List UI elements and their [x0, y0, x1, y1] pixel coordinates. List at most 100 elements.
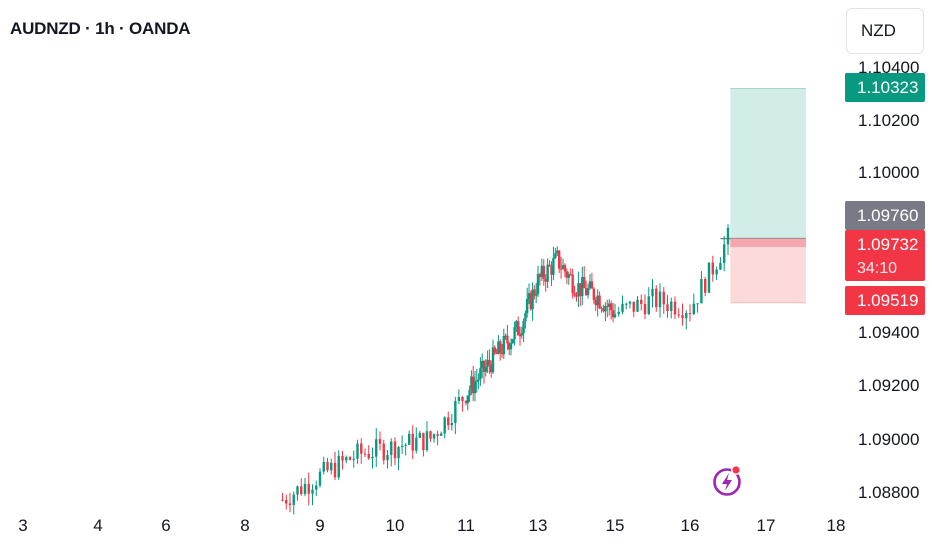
- stop-loss-badge[interactable]: 1.09519: [845, 286, 925, 315]
- bar-countdown: 34:10: [857, 260, 898, 277]
- candle-body: [542, 265, 545, 279]
- candle-body: [461, 396, 464, 402]
- candle-body: [567, 274, 570, 278]
- y-tick-label: 1.09000: [858, 430, 920, 449]
- candle-body: [575, 295, 578, 297]
- candle-body: [552, 258, 555, 275]
- candle-body: [322, 461, 325, 472]
- candle-body: [466, 395, 469, 404]
- candle-body: [677, 314, 680, 316]
- candle-body: [348, 457, 352, 460]
- candle-body: [450, 423, 453, 426]
- candle-body: [363, 453, 367, 455]
- candle-body: [533, 289, 536, 296]
- candle-body: [535, 293, 538, 296]
- candle-body: [356, 443, 359, 459]
- candle-body: [473, 381, 477, 394]
- stop-loss-price: 1.09519: [857, 291, 919, 310]
- candle-body: [303, 483, 307, 495]
- candle-body: [390, 441, 393, 455]
- candle-body: [632, 301, 635, 312]
- candle-body: [563, 265, 567, 272]
- candle-body: [497, 341, 500, 354]
- candle-body: [491, 347, 495, 373]
- candle-body: [658, 291, 662, 308]
- candle-body: [723, 244, 726, 263]
- candle-body: [573, 293, 576, 296]
- candle-body: [529, 293, 532, 310]
- candle-body: [415, 437, 418, 451]
- candle-body: [640, 299, 643, 304]
- candle-body: [499, 341, 502, 353]
- candle-body: [604, 305, 607, 312]
- candle-body: [502, 335, 505, 355]
- take-profit-zone: [730, 88, 806, 239]
- candle-body: [559, 268, 563, 270]
- candle-body: [500, 352, 504, 355]
- candle-body: [411, 433, 414, 451]
- candle-body: [696, 303, 699, 305]
- candle-body: [536, 274, 540, 294]
- candle-body: [464, 401, 468, 404]
- candle-body: [429, 431, 432, 439]
- candle-body: [333, 462, 337, 478]
- candle-body: [330, 462, 333, 471]
- candle-body: [477, 379, 480, 381]
- candle-body: [655, 288, 658, 308]
- x-tick-label: 3: [18, 516, 28, 535]
- candle-body: [509, 343, 513, 350]
- x-tick-label: 10: [385, 516, 405, 535]
- candle-body: [422, 432, 425, 451]
- candle-body: [504, 335, 507, 337]
- candle-body: [692, 303, 695, 315]
- candle-body: [397, 447, 400, 459]
- y-tick-label: 1.10400: [858, 58, 920, 77]
- take-profit-badge[interactable]: 1.10323: [845, 73, 925, 102]
- candle-body: [493, 347, 496, 353]
- candle-body: [470, 376, 473, 391]
- candle-body: [375, 439, 378, 457]
- y-tick-label: 1.09200: [858, 376, 920, 395]
- candle-body: [393, 441, 397, 459]
- candle-body: [628, 301, 632, 304]
- candle-body: [685, 313, 688, 319]
- candle-body: [561, 265, 565, 269]
- candle-body: [432, 434, 436, 439]
- candle-body: [517, 321, 520, 336]
- take-profit-price: 1.10323: [857, 78, 919, 97]
- candle-body: [371, 456, 374, 459]
- x-tick-label: 18: [826, 516, 846, 535]
- entry-price-badge[interactable]: 1.09760: [845, 201, 925, 230]
- candle-body: [436, 434, 439, 436]
- candle-body: [700, 279, 703, 304]
- candle-body: [550, 265, 553, 275]
- candle-body: [596, 295, 599, 306]
- candle-body: [490, 365, 493, 373]
- candle-body: [486, 359, 489, 367]
- x-tick-label: 15: [605, 516, 625, 535]
- candle-body: [726, 227, 730, 245]
- candle-body: [584, 288, 588, 296]
- last-price-badge[interactable]: 1.09732 34:10: [845, 230, 925, 281]
- candle-body: [715, 269, 718, 275]
- candle-body: [579, 283, 582, 297]
- candle-body: [577, 283, 580, 297]
- candle-body: [571, 274, 574, 294]
- candle-body: [621, 303, 624, 312]
- currency-button[interactable]: NZD: [846, 8, 924, 54]
- candle-body: [609, 303, 613, 311]
- candle-body: [673, 301, 677, 315]
- candle-body: [540, 265, 544, 278]
- candle-body: [318, 471, 322, 486]
- candle-body: [524, 313, 527, 322]
- candle-body: [546, 264, 549, 282]
- y-tick-label: 1.09400: [858, 323, 920, 342]
- candle-body: [352, 458, 355, 460]
- candle-body: [704, 279, 707, 293]
- candle-body: [583, 277, 586, 289]
- candle-body: [315, 485, 318, 490]
- candle-body: [468, 390, 471, 396]
- lightning-icon[interactable]: [712, 462, 744, 498]
